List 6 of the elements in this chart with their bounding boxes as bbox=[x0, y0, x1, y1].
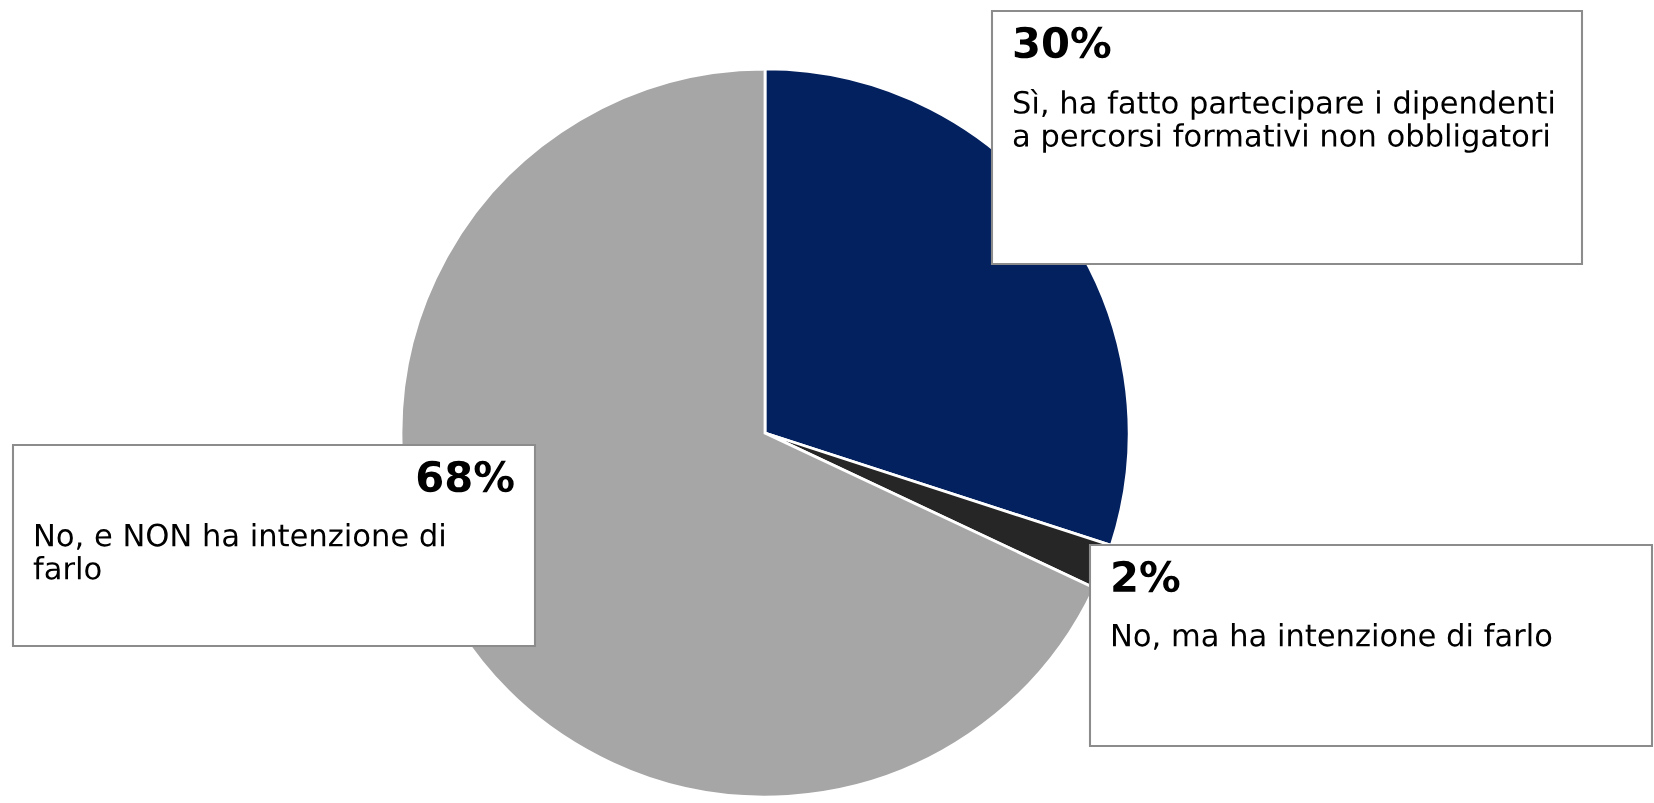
data-label: 2% bbox=[1113, 560, 1180, 593]
slice-label: No, ma ha intenzione di farlo bbox=[1113, 623, 1552, 650]
slice-label: No, e NON ha intenzione di farlo bbox=[33, 523, 444, 580]
data-label: 68% bbox=[417, 460, 514, 493]
data-label: 30% bbox=[1014, 26, 1111, 59]
slice-label: Sì, ha fatto partecipare i dipendenti a percorsi formativi non obbligatori bbox=[1013, 89, 1554, 153]
